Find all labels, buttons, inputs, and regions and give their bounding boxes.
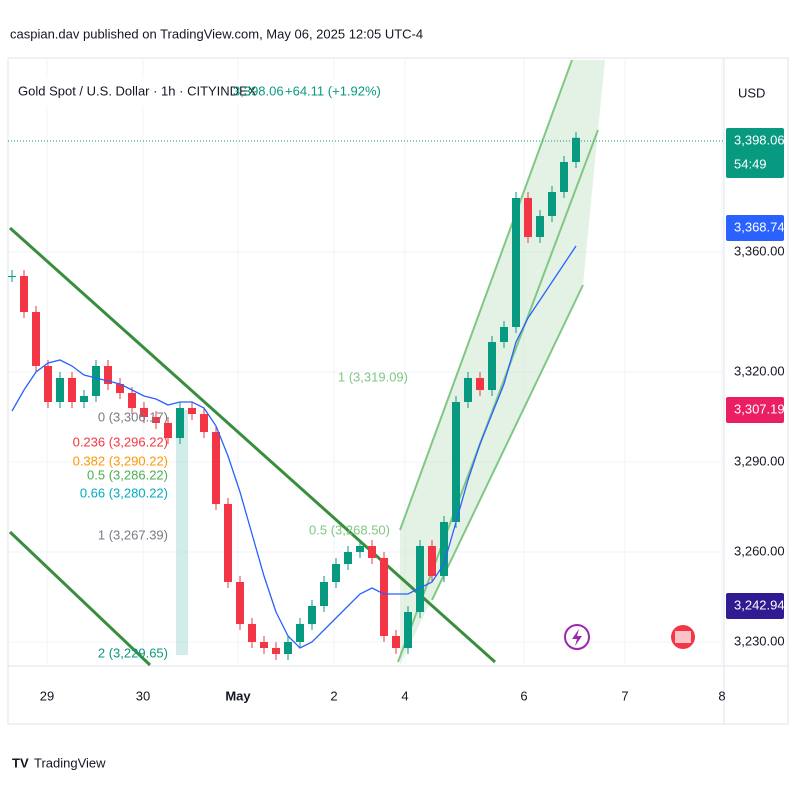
candle [500,327,508,342]
candle [440,522,448,576]
currency[interactable]: USD [738,85,765,100]
x-tick-label: 30 [136,688,150,703]
candle [344,552,352,564]
candle [116,384,124,393]
logo-mark: TV [12,755,29,770]
x-tick-label: 29 [40,688,54,703]
candle [44,366,52,402]
flag-icon-stripes [675,631,691,643]
price-badge-countdown: 54:49 [734,156,767,171]
candle [104,366,112,384]
candle [140,408,148,417]
candle [368,546,376,558]
plot [8,131,580,660]
candle [536,216,544,237]
candle [548,192,556,216]
price-badge [726,128,784,178]
candle [20,276,28,312]
candle [260,642,268,648]
price-badge [726,397,784,423]
legend-bg [14,78,384,106]
y-tick-label: 3,320.00 [734,363,785,378]
candle [524,198,532,237]
candle [452,402,460,522]
event-icon-bolt [572,629,582,646]
candle [308,606,316,624]
candle [32,312,40,366]
footer-brand: TradingView [34,755,106,770]
x-tick-label: 6 [520,688,527,703]
candle [488,342,496,390]
fib-label: 2 (3,229.65) [98,645,168,660]
symbol: Gold Spot / U.S. Dollar · 1h · CITYINDEX [18,83,257,98]
candle [332,564,340,582]
candle [320,582,328,606]
trend-line [8,530,152,667]
fib-box [176,410,188,655]
candle [560,162,568,192]
candle [512,198,520,327]
x-tick-label: 2 [330,688,337,703]
fib-label: 0.66 (3,280.22) [80,485,168,500]
change: +64.11 (+1.92%) [285,83,381,98]
candle [188,408,196,414]
candle [8,276,16,277]
x-tick-label: 8 [718,688,725,703]
candle [404,612,412,648]
channel-line [431,284,584,601]
candle [236,582,244,624]
candle [224,504,232,582]
candle [476,378,484,390]
candle [356,546,364,552]
candle [80,396,88,402]
candle [380,558,388,636]
candle [572,137,580,162]
candle [200,414,208,432]
channel-line [399,59,573,531]
chart-frame [7,57,789,725]
last-price: 3,398.06 [233,83,284,98]
candle [92,366,100,396]
x-tick-label: May [225,688,251,703]
candle [164,423,172,438]
channel-label: 0.5 (3,268.50) [309,522,390,537]
x-tick-label: 4 [401,688,408,703]
candle [248,624,256,642]
price-badge-label: 3,307.19 [734,401,785,416]
x-tick-label: 7 [621,688,628,703]
candle [296,624,304,642]
candle [68,378,76,402]
y-tick-label: 3,260.00 [734,543,785,558]
candle [56,378,64,402]
price-badge-label: 3,398.06 [734,132,785,147]
channel-label: 1 (3,319.09) [338,369,408,384]
y-tick-label: 3,230.00 [734,633,785,648]
candle [416,546,424,612]
y-tick-label: 3,290.00 [734,453,785,468]
fib-label: 0.382 (3,290.22) [73,453,168,468]
price-badge [726,593,784,619]
fib-label: 1 (3,267.39) [98,527,168,542]
candle [128,393,136,408]
candle [212,432,220,504]
price-badge-label: 3,368.74 [734,219,785,234]
candle [176,408,184,438]
fib-label: 0 (3,306.17) [98,409,168,424]
candle [272,648,280,654]
moving-average [11,245,577,649]
price-badge-label: 3,242.94 [734,597,785,612]
y-tick-label: 3,360.00 [734,243,785,258]
candle [428,546,436,576]
candle [392,636,400,648]
candle [464,378,472,402]
candle [284,642,292,654]
trend-line [8,226,497,664]
fib-label: 0.5 (3,286.22) [87,467,168,482]
candle [152,417,160,423]
fib-label: 0.236 (3,296.22) [73,434,168,449]
price-badge [726,215,784,241]
publisher: caspian.dav published on TradingView.com… [10,26,423,41]
